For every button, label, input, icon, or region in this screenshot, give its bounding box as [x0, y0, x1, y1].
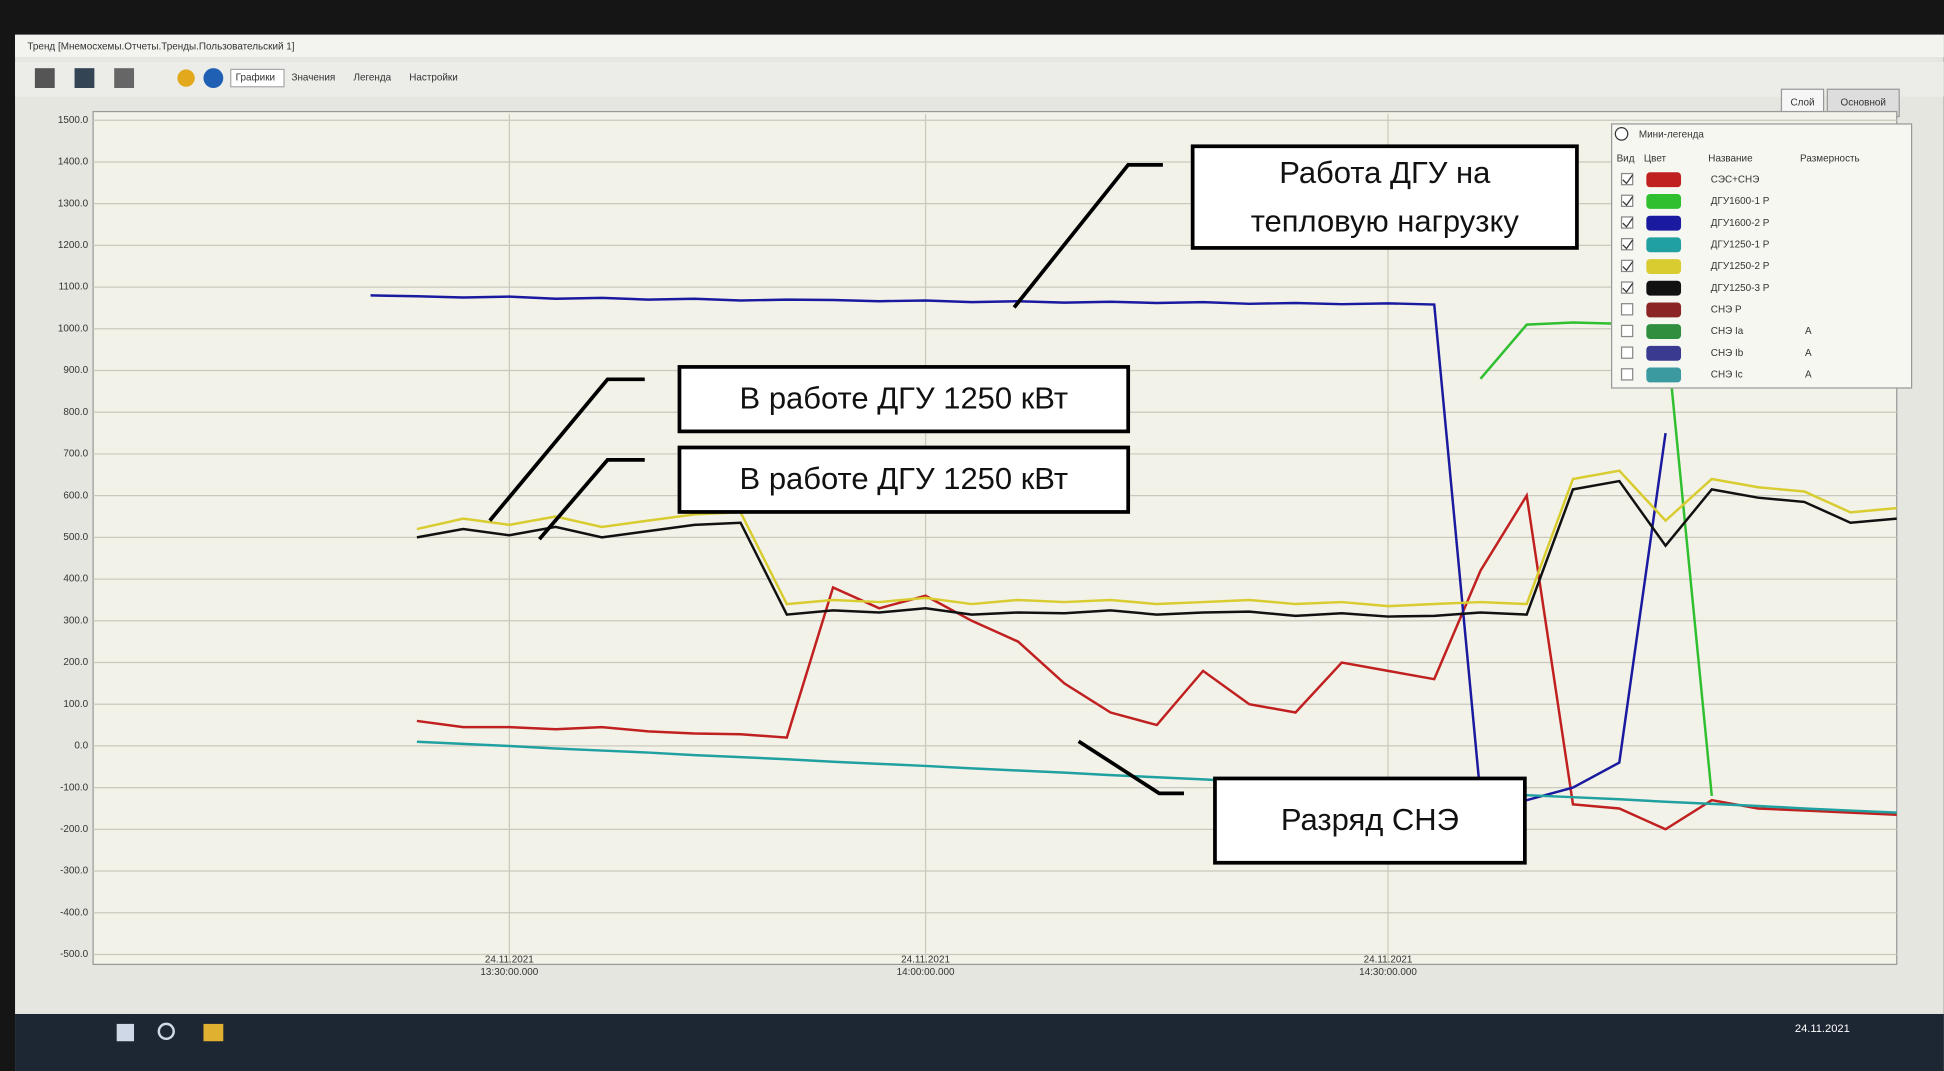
y-tick-label: 400.0: [63, 574, 88, 585]
collapse-button[interactable]: [1615, 128, 1627, 140]
y-tick-label: -400.0: [60, 907, 89, 918]
legend-swatch: [1646, 324, 1681, 339]
legend-name: СНЭ Ia: [1711, 326, 1744, 337]
layer-button-label[interactable]: Слой: [1790, 98, 1814, 109]
star-icon[interactable]: [177, 69, 194, 86]
page: {"window":{"title":"Тренд [Мнемосхемы.От…: [0, 0, 1944, 1071]
legend-swatch: [1646, 302, 1681, 317]
legend-name: ДГУ1250-1 P: [1711, 239, 1770, 250]
legend-checkbox[interactable]: [1622, 325, 1633, 336]
legend-header: Вид: [1617, 153, 1635, 164]
legend-checkbox[interactable]: [1622, 347, 1633, 358]
layer-button-label[interactable]: Основной: [1841, 98, 1886, 109]
y-tick-label: 600.0: [63, 490, 88, 501]
tab[interactable]: Значения: [291, 73, 335, 84]
annotation-text: Разряд СНЭ: [1281, 802, 1459, 837]
y-tick-label: 200.0: [63, 657, 88, 668]
legend-name: СНЭ P: [1711, 305, 1742, 316]
legend-name: ДГУ1600-1 P: [1711, 196, 1770, 207]
legend-swatch: [1646, 172, 1681, 187]
annotation-text: тепловую нагрузку: [1251, 203, 1520, 238]
clock-date: 24.11.2021: [1795, 1023, 1850, 1035]
title-bar: [15, 35, 1944, 57]
legend-name: ДГУ1250-3 P: [1711, 283, 1770, 294]
window-title: Тренд [Мнемосхемы.Отчеты.Тренды.Пользова…: [27, 42, 294, 53]
explorer-icon[interactable]: [203, 1024, 223, 1041]
legend-name: ДГУ1600-2 P: [1711, 218, 1770, 229]
tool-icon[interactable]: [35, 68, 55, 88]
legend-name: СЭС+СНЭ: [1711, 174, 1760, 185]
help-icon[interactable]: [203, 68, 223, 88]
y-tick-label: 700.0: [63, 449, 88, 460]
legend-swatch: [1646, 194, 1681, 209]
legend-header: Размерность: [1800, 153, 1860, 164]
taskbar: [15, 1014, 1944, 1071]
y-tick-label: -200.0: [60, 824, 89, 835]
y-tick-label: -500.0: [60, 949, 89, 960]
annotation-text: В работе ДГУ 1250 кВт: [740, 381, 1069, 416]
tab[interactable]: Легенда: [353, 73, 391, 84]
legend-unit: A: [1805, 370, 1812, 381]
y-tick-label: 1400.0: [58, 157, 89, 168]
annotation-text: Работа ДГУ на: [1279, 155, 1491, 190]
legend-swatch: [1646, 216, 1681, 231]
y-tick-label: -100.0: [60, 782, 89, 793]
legend-name: ДГУ1250-2 P: [1711, 261, 1770, 272]
y-tick-label: 300.0: [63, 615, 88, 626]
y-tick-label: -300.0: [60, 866, 89, 877]
tab[interactable]: Графики: [236, 73, 275, 84]
legend-swatch: [1646, 237, 1681, 252]
legend-swatch: [1646, 281, 1681, 296]
legend-title: Мини-легенда: [1639, 130, 1705, 141]
y-tick-label: 1500.0: [58, 115, 89, 126]
y-tick-label: 1200.0: [58, 240, 89, 251]
legend-name: СНЭ Ic: [1711, 370, 1743, 381]
y-tick-label: 0.0: [74, 741, 88, 752]
y-tick-label: 1300.0: [58, 198, 89, 209]
screen: Тренд [Мнемосхемы.Отчеты.Тренды.Пользова…: [0, 0, 1944, 1071]
y-tick-label: 800.0: [63, 407, 88, 418]
legend-header: Цвет: [1644, 153, 1667, 164]
legend-unit: A: [1805, 326, 1812, 337]
tab[interactable]: Настройки: [409, 73, 458, 84]
annotation-text: В работе ДГУ 1250 кВт: [740, 461, 1069, 496]
y-tick-label: 900.0: [63, 365, 88, 376]
legend-checkbox[interactable]: [1622, 304, 1633, 315]
y-tick-label: 1000.0: [58, 323, 89, 334]
start-button[interactable]: [117, 1024, 134, 1041]
legend-swatch: [1646, 346, 1681, 361]
legend-name: СНЭ Ib: [1711, 348, 1744, 359]
legend-checkbox[interactable]: [1622, 369, 1633, 380]
legend-swatch: [1646, 259, 1681, 274]
print-icon[interactable]: [114, 68, 134, 88]
legend-swatch: [1646, 368, 1681, 383]
y-tick-label: 100.0: [63, 699, 88, 710]
legend-header: Название: [1708, 153, 1753, 164]
save-icon[interactable]: [75, 68, 95, 88]
y-tick-label: 500.0: [63, 532, 88, 543]
legend-unit: A: [1805, 348, 1812, 359]
y-tick-label: 1100.0: [59, 282, 89, 293]
